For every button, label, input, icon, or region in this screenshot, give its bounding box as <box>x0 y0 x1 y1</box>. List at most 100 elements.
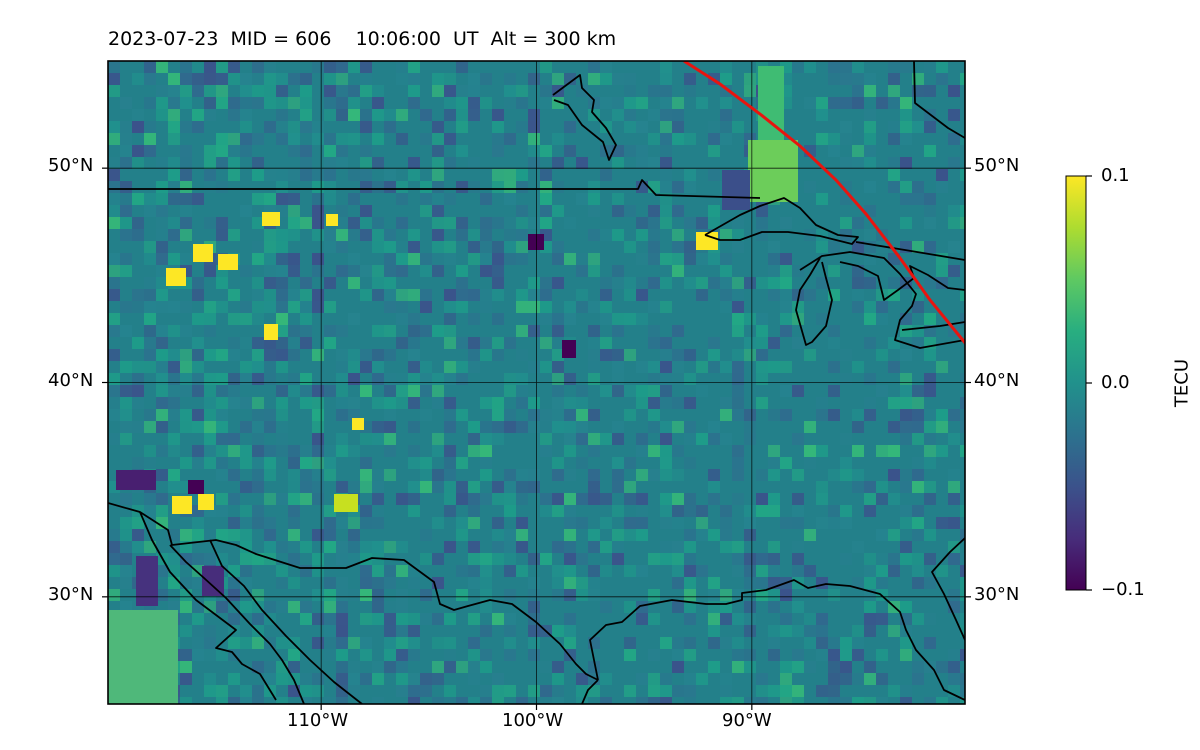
tec-cell <box>444 397 456 409</box>
tec-cell <box>396 541 408 553</box>
tec-cell <box>276 577 288 589</box>
us-mexico-border <box>108 502 599 681</box>
tec-cell <box>432 397 444 409</box>
tec-cell <box>888 289 900 301</box>
tec-cell <box>540 205 552 217</box>
tec-cell <box>456 109 468 121</box>
tec-cell <box>324 445 336 457</box>
tec-cell <box>876 577 888 589</box>
tec-cell <box>312 229 324 241</box>
tec-cell <box>432 613 444 625</box>
tec-cell <box>396 313 408 325</box>
tec-cell <box>336 433 348 445</box>
tec-cell <box>816 109 828 121</box>
lon-label-110w: 110°W <box>287 710 349 731</box>
tec-cell <box>480 349 492 361</box>
tec-cell <box>444 361 456 373</box>
tec-cell <box>588 61 600 73</box>
tec-cell <box>672 469 684 481</box>
tec-cell <box>336 397 348 409</box>
tec-cell <box>192 553 204 565</box>
tec-cell <box>708 205 720 217</box>
tec-cell <box>360 169 372 181</box>
tec-cell <box>948 469 960 481</box>
tec-cell <box>108 325 120 337</box>
tec-cell <box>816 577 828 589</box>
tec-cell <box>852 541 864 553</box>
tec-cell <box>240 265 252 277</box>
tec-cell <box>564 409 576 421</box>
tec-cell <box>912 193 924 205</box>
tec-cell <box>336 577 348 589</box>
tec-cell <box>324 625 336 637</box>
tec-cell <box>408 157 420 169</box>
tec-cell <box>528 157 540 169</box>
tec-cell <box>456 61 468 73</box>
tec-cell <box>324 61 336 73</box>
tec-cell <box>468 313 480 325</box>
tec-cell <box>876 565 888 577</box>
tec-cell <box>504 625 516 637</box>
tec-cell <box>600 277 612 289</box>
tec-cell <box>660 157 672 169</box>
tec-cell <box>744 625 756 637</box>
tec-cell <box>672 421 684 433</box>
tec-cell <box>624 493 636 505</box>
tec-cell <box>108 529 120 541</box>
tec-cell <box>192 349 204 361</box>
tec-cell <box>180 97 192 109</box>
tec-cell <box>132 121 144 133</box>
tec-cell <box>528 277 540 289</box>
tec-cell <box>840 673 852 685</box>
tec-cell <box>204 421 216 433</box>
tec-cell <box>180 169 192 181</box>
tec-cell <box>924 529 936 541</box>
tec-cell <box>840 349 852 361</box>
tec-cell <box>576 493 588 505</box>
tec-cell <box>228 61 240 73</box>
tec-cell <box>540 85 552 97</box>
tec-cell <box>252 289 264 301</box>
tec-cell <box>240 145 252 157</box>
tec-cell <box>264 85 276 97</box>
tec-cell <box>192 565 204 577</box>
tec-cell <box>960 397 965 409</box>
tec-cell <box>108 349 120 361</box>
tec-cell <box>900 217 912 229</box>
tec-cell <box>600 337 612 349</box>
tec-cell <box>132 73 144 85</box>
tec-cell <box>900 697 912 704</box>
tec-cell <box>816 133 828 145</box>
tec-cell <box>768 253 780 265</box>
tec-cell <box>168 469 180 481</box>
tec-cell <box>900 469 912 481</box>
tec-cell <box>852 409 864 421</box>
tec-cell <box>624 289 636 301</box>
tec-cell <box>528 217 540 229</box>
tec-cell <box>552 661 564 673</box>
tec-cell <box>444 661 456 673</box>
tec-cell <box>216 685 228 697</box>
tec-cell <box>120 565 132 577</box>
tec-cell <box>204 85 216 97</box>
tec-cell <box>564 625 576 637</box>
tec-cell <box>336 649 348 661</box>
tec-cell <box>108 193 120 205</box>
tec-cell <box>408 253 420 265</box>
tec-cell <box>864 493 876 505</box>
tec-cell <box>384 301 396 313</box>
tec-cell <box>948 157 960 169</box>
tec-cell <box>384 241 396 253</box>
tec-cell <box>504 217 516 229</box>
tec-cell <box>792 505 804 517</box>
tec-cell <box>528 469 540 481</box>
tec-cell <box>264 361 276 373</box>
tec-cell <box>252 277 264 289</box>
tec-cell <box>528 301 540 313</box>
tec-cell <box>360 205 372 217</box>
tec-cell <box>180 73 192 85</box>
tec-cell <box>648 421 660 433</box>
tec-cell <box>312 181 324 193</box>
tec-cell <box>252 157 264 169</box>
tec-cell <box>372 157 384 169</box>
